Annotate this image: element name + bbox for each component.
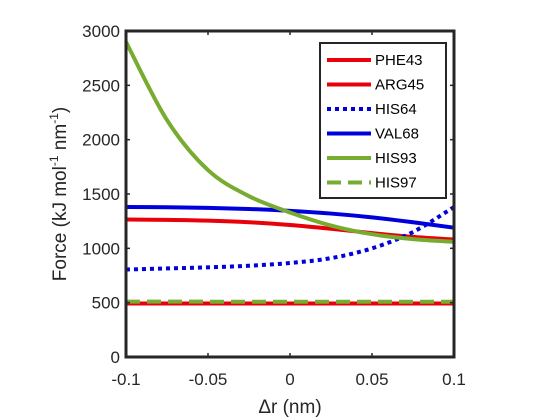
x-tick-label: 0.1 — [442, 370, 466, 389]
y-tick-label: 1000 — [82, 239, 120, 258]
legend-label-his93: HIS93 — [375, 150, 417, 167]
y-axis-label-text: nm — [50, 124, 71, 156]
series-layer — [124, 40, 456, 306]
legend-label-his97: HIS97 — [375, 175, 417, 192]
y-axis-label-superscript: -1 — [47, 155, 61, 166]
x-axis-label: Δr (nm) — [258, 397, 321, 418]
legend: PHE43 ARG45 HIS64 VAL68 HIS93 HIS97 — [319, 42, 447, 199]
x-tick-label: -0.1 — [111, 370, 140, 389]
x-tick-label: 0 — [285, 370, 294, 389]
y-axis-label: Force (kJ mol-1 nm-1) — [47, 107, 71, 281]
series-line-arg45 — [125, 217, 455, 242]
legend-label-arg45: ARG45 — [375, 77, 424, 94]
legend-label-his64: HIS64 — [375, 101, 417, 118]
x-tick-label: 0.05 — [355, 370, 388, 389]
y-axis-label-text: ) — [50, 107, 71, 113]
y-tick-label: 0 — [111, 348, 120, 367]
legend-box — [319, 42, 447, 199]
ticks-layer: -0.1 -0.05 0 0.05 0.1 0 500 1000 1500 2000 2500 300… — [82, 22, 466, 389]
y-tick-label: 500 — [92, 294, 120, 313]
legend-label-phe43: PHE43 — [375, 52, 423, 69]
y-axis-label-text: Force (kJ mol — [50, 166, 71, 281]
y-tick-label: 3000 — [82, 22, 120, 41]
y-tick-label: 2500 — [82, 76, 120, 95]
x-tick-label: -0.05 — [189, 370, 228, 389]
series-line-his93 — [124, 40, 455, 244]
legend-label-val68: VAL68 — [375, 126, 419, 143]
y-axis-label-superscript: -1 — [47, 113, 61, 124]
y-tick-label: 1500 — [82, 185, 120, 204]
y-tick-label: 2000 — [82, 131, 120, 150]
